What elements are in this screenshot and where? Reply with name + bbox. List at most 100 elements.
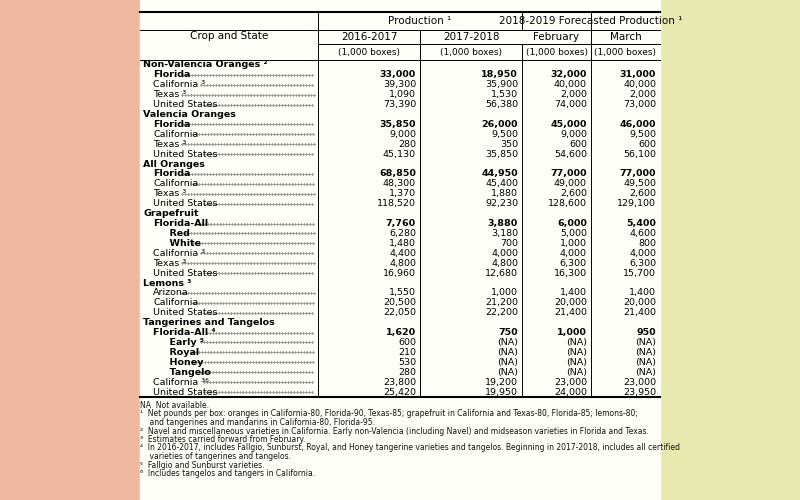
- Text: 73,000: 73,000: [623, 100, 656, 109]
- Text: Florida: Florida: [153, 120, 190, 129]
- Text: 23,800: 23,800: [383, 378, 416, 386]
- Text: (1,000 boxes): (1,000 boxes): [440, 48, 502, 56]
- Text: 4,000: 4,000: [491, 249, 518, 258]
- Text: 2018-2019 Forecasted Production ¹: 2018-2019 Forecasted Production ¹: [499, 16, 682, 26]
- Text: 48,300: 48,300: [383, 180, 416, 188]
- Text: 23,000: 23,000: [554, 378, 587, 386]
- Bar: [140, 0, 660, 500]
- Text: (NA): (NA): [635, 348, 656, 357]
- Text: 280: 280: [398, 368, 416, 376]
- Text: 23,950: 23,950: [623, 388, 656, 396]
- Text: 4,000: 4,000: [629, 249, 656, 258]
- Text: 44,950: 44,950: [482, 170, 518, 178]
- Text: Texas ³: Texas ³: [153, 90, 186, 99]
- Text: 68,850: 68,850: [379, 170, 416, 178]
- Text: Florida-All ⁴: Florida-All ⁴: [153, 328, 216, 337]
- Text: California: California: [153, 130, 198, 139]
- Text: 21,200: 21,200: [485, 298, 518, 308]
- Text: 1,550: 1,550: [389, 288, 416, 298]
- Text: 4,800: 4,800: [389, 258, 416, 268]
- Text: Florida-All: Florida-All: [153, 219, 208, 228]
- Text: 9,000: 9,000: [560, 130, 587, 139]
- Text: (NA): (NA): [566, 348, 587, 357]
- Text: 1,000: 1,000: [491, 288, 518, 298]
- Text: ⁶  Includes tangelos and tangers in California.: ⁶ Includes tangelos and tangers in Calif…: [140, 469, 315, 478]
- Text: 2,000: 2,000: [560, 90, 587, 99]
- Text: 9,500: 9,500: [629, 130, 656, 139]
- Text: February: February: [534, 32, 579, 42]
- Text: United States: United States: [153, 388, 218, 396]
- Text: California ³⁶: California ³⁶: [153, 378, 209, 386]
- Text: 1,000: 1,000: [557, 328, 587, 337]
- Text: United States: United States: [153, 199, 218, 208]
- Text: NA  Not available.: NA Not available.: [140, 401, 209, 410]
- Text: 35,900: 35,900: [485, 80, 518, 90]
- Text: 1,880: 1,880: [491, 190, 518, 198]
- Text: 1,000: 1,000: [560, 239, 587, 248]
- Text: Honey: Honey: [163, 358, 203, 367]
- Text: 1,400: 1,400: [560, 288, 587, 298]
- Text: 21,400: 21,400: [554, 308, 587, 318]
- Text: 700: 700: [500, 239, 518, 248]
- Text: 1,620: 1,620: [386, 328, 416, 337]
- Text: 22,200: 22,200: [485, 308, 518, 318]
- Text: 77,000: 77,000: [550, 170, 587, 178]
- Text: 26,000: 26,000: [482, 120, 518, 129]
- Text: ⁵  Fallgio and Sunburst varieties.: ⁵ Fallgio and Sunburst varieties.: [140, 460, 265, 469]
- Text: 33,000: 33,000: [380, 70, 416, 80]
- Text: 129,100: 129,100: [617, 199, 656, 208]
- Text: 6,280: 6,280: [389, 229, 416, 238]
- Text: (1,000 boxes): (1,000 boxes): [338, 48, 400, 56]
- Text: 22,050: 22,050: [383, 308, 416, 318]
- Text: 280: 280: [398, 140, 416, 149]
- Text: 92,230: 92,230: [485, 199, 518, 208]
- Text: California ³: California ³: [153, 249, 205, 258]
- Text: United States: United States: [153, 268, 218, 278]
- Text: 20,500: 20,500: [383, 298, 416, 308]
- Text: 1,530: 1,530: [491, 90, 518, 99]
- Text: 56,380: 56,380: [485, 100, 518, 109]
- Text: Tangerines and Tangelos: Tangerines and Tangelos: [143, 318, 274, 327]
- Text: (1,000 boxes): (1,000 boxes): [594, 48, 657, 56]
- Text: 600: 600: [638, 140, 656, 149]
- Text: 25,420: 25,420: [383, 388, 416, 396]
- Text: 12,680: 12,680: [485, 268, 518, 278]
- Text: 20,000: 20,000: [554, 298, 587, 308]
- Text: and tangerines and mandarins in California-80, Florida-95.: and tangerines and mandarins in Californ…: [140, 418, 375, 427]
- Text: 40,000: 40,000: [623, 80, 656, 90]
- Text: (NA): (NA): [566, 368, 587, 376]
- Text: 18,950: 18,950: [482, 70, 518, 80]
- Text: Valencia Oranges: Valencia Oranges: [143, 110, 236, 119]
- Text: 530: 530: [398, 358, 416, 367]
- Text: (NA): (NA): [497, 338, 518, 347]
- Text: (NA): (NA): [635, 358, 656, 367]
- Text: ⁴  In 2016-2017, includes Fallgio, Sunburst, Royal, and Honey tangerine varietie: ⁴ In 2016-2017, includes Fallgio, Sunbur…: [140, 444, 680, 452]
- Text: (NA): (NA): [635, 338, 656, 347]
- Text: 9,500: 9,500: [491, 130, 518, 139]
- Text: (NA): (NA): [497, 348, 518, 357]
- Text: Red: Red: [163, 229, 190, 238]
- Text: United States: United States: [153, 100, 218, 109]
- Text: ³  Estimates carried forward from February.: ³ Estimates carried forward from Februar…: [140, 435, 306, 444]
- Text: (NA): (NA): [566, 338, 587, 347]
- Text: Non-Valencia Oranges ²: Non-Valencia Oranges ²: [143, 60, 268, 70]
- Text: Texas ³: Texas ³: [153, 258, 186, 268]
- Text: White: White: [163, 239, 201, 248]
- Text: 2,000: 2,000: [629, 90, 656, 99]
- Text: 4,800: 4,800: [491, 258, 518, 268]
- Text: 56,100: 56,100: [623, 150, 656, 158]
- Text: 210: 210: [398, 348, 416, 357]
- Text: 31,000: 31,000: [620, 70, 656, 80]
- Text: 4,400: 4,400: [389, 249, 416, 258]
- Text: 32,000: 32,000: [550, 70, 587, 80]
- Text: 39,300: 39,300: [382, 80, 416, 90]
- Text: 77,000: 77,000: [619, 170, 656, 178]
- Text: 118,520: 118,520: [377, 199, 416, 208]
- Text: California: California: [153, 298, 198, 308]
- Text: 16,960: 16,960: [383, 268, 416, 278]
- Text: (NA): (NA): [566, 358, 587, 367]
- Text: 350: 350: [500, 140, 518, 149]
- Text: 73,390: 73,390: [382, 100, 416, 109]
- Text: Texas ³: Texas ³: [153, 140, 186, 149]
- Text: 6,300: 6,300: [629, 258, 656, 268]
